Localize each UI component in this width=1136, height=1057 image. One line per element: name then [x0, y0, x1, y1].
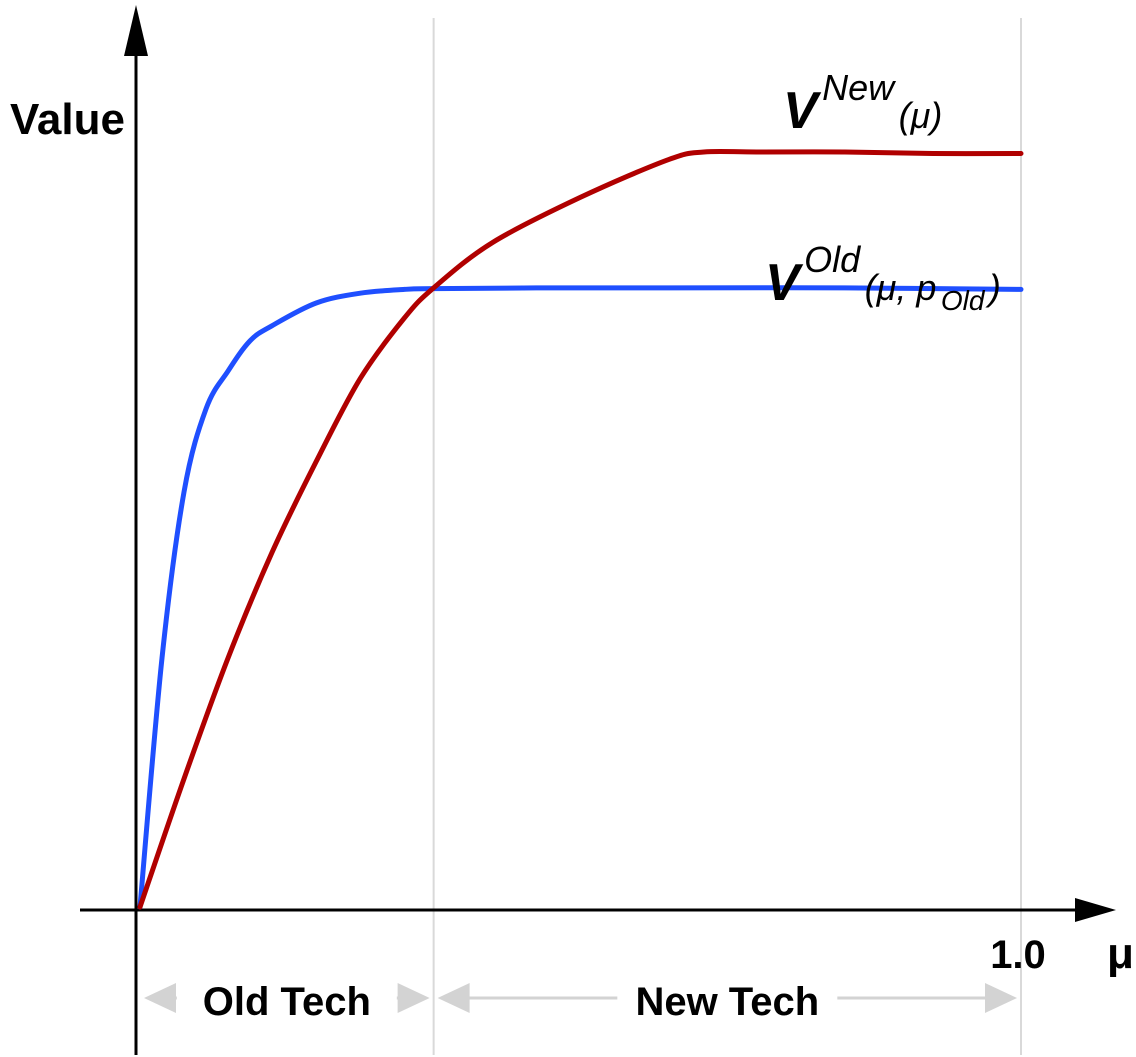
region-arrowhead-new-tech: [437, 983, 470, 1013]
v-old-sub: Old: [941, 285, 986, 316]
x-tick-label: 1.0: [990, 933, 1046, 977]
v-old-main: V: [765, 254, 804, 312]
x-axis-label: μ: [1107, 929, 1134, 978]
region-arrows: [144, 983, 1017, 1013]
region-label-old-tech: Old Tech: [203, 980, 371, 1024]
region-arrowhead-new-tech: [985, 983, 1017, 1013]
v-old-args: (μ, p: [865, 267, 937, 308]
v-new-args: (μ): [899, 95, 943, 136]
series-line-v-new: [137, 148, 1024, 910]
series-label-v-old: V Old (μ, p Old ): [765, 239, 1001, 316]
region-label-new-tech: New Tech: [635, 980, 819, 1024]
v-new-main: V: [783, 82, 822, 140]
region-arrowhead-old-tech: [397, 983, 430, 1013]
y-axis-label: Value: [10, 95, 125, 144]
y-axis-arrowhead: [124, 5, 148, 56]
v-old-sup: Old: [804, 239, 861, 280]
series-label-v-new: V New (μ): [783, 67, 942, 140]
series-line-v-old: [137, 285, 1024, 910]
v-old-close: ): [985, 267, 1001, 308]
v-new-sup: New: [822, 67, 896, 108]
region-arrowhead-old-tech: [144, 983, 176, 1013]
x-axis-arrowhead: [1075, 898, 1116, 922]
